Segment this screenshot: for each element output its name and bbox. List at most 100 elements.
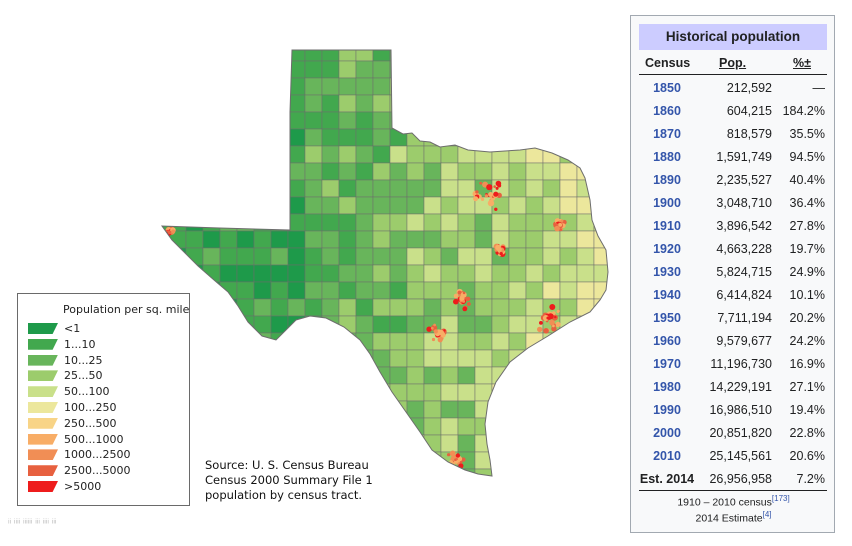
county-cell [542,332,561,351]
county-cell [457,264,476,283]
county-cell [406,434,425,453]
county-cell [185,196,204,215]
county-cell [593,162,608,181]
census-year-link[interactable]: 1950 [653,311,681,325]
county-cell [355,281,374,300]
county-cell [355,94,374,113]
county-cell [162,77,170,96]
county-cell [355,145,374,164]
county-cell [593,179,608,198]
census-year-link[interactable]: 1970 [653,357,681,371]
population-row: 1850 212,592 — [631,77,836,100]
column-header-percent-change: %± [793,56,811,70]
county-cell [508,332,527,351]
census-year-link[interactable]: 1900 [653,196,681,210]
county-cell [162,196,170,215]
county-cell [236,332,255,351]
county-cell [338,213,357,232]
county-cell [355,315,374,334]
footnote-estimate-ref-link[interactable]: [4] [762,510,772,519]
footnote-census-ref-link[interactable]: [173] [771,494,790,503]
census-year-link[interactable]: 1920 [653,242,681,256]
county-cell [270,50,289,62]
census-year-link[interactable]: 1990 [653,403,681,417]
county-cell [594,486,611,503]
county-cell [423,179,442,198]
population-row: 1990 16,986,510 19.4% [631,399,836,422]
census-year-link[interactable]: 1860 [653,104,681,118]
census-year-link[interactable]: 1930 [653,265,681,279]
county-cell [270,213,289,232]
census-year-link[interactable]: 2000 [653,426,681,440]
county-cell [474,50,493,62]
county-cell [593,111,608,130]
census-source-footnote: 1910 – 2010 census[173] [631,494,836,509]
county-cell [525,281,544,300]
county-cell [338,349,357,368]
county-cell [593,383,608,402]
county-cell [162,162,170,181]
infobox-title: Historical population [639,24,827,50]
population-value: 2,235,527 [716,173,772,187]
county-cell [611,231,620,248]
county-cell [423,213,442,232]
county-cell [525,434,544,453]
county-cell [304,315,323,334]
county-cell [593,434,608,453]
county-cell [202,162,221,181]
urban-density-mark [495,186,499,190]
county-cell [321,162,340,181]
county-cell [168,264,187,283]
county-cell [270,145,289,164]
population-value: 16,986,510 [709,403,772,417]
county-cell [270,332,289,351]
county-cell [406,77,425,96]
census-year-link[interactable]: 1850 [653,81,681,95]
county-cell [474,94,493,113]
county-cell [219,315,238,334]
census-year-link[interactable]: 1870 [653,127,681,141]
census-year-link[interactable]: 2010 [653,449,681,463]
county-cell [287,281,306,300]
census-year-link[interactable]: 1890 [653,173,681,187]
county-cell [219,50,238,62]
census-year-link[interactable]: 1980 [653,380,681,394]
county-cell [474,298,493,317]
county-cell [474,77,493,96]
urban-density-mark [433,323,436,327]
county-cell [355,349,374,368]
county-cell [611,197,620,214]
county-cell [219,162,238,181]
county-cell [253,247,272,266]
county-cell [560,486,577,503]
county-cell [593,400,608,419]
census-year-link[interactable]: 1960 [653,334,681,348]
legend-title: Population per sq. mile [63,303,190,316]
county-cell [389,50,408,62]
county-cell [457,94,476,113]
census-year-link[interactable]: 1880 [653,150,681,164]
county-cell [355,383,374,402]
census-year-link[interactable]: 1910 [653,219,681,233]
county-cell [219,196,238,215]
county-cell [457,230,476,249]
county-cell [440,468,459,476]
county-cell [423,230,442,249]
county-cell [440,50,459,62]
census-year-link[interactable]: 1940 [653,288,681,302]
county-cell [474,264,493,283]
legend-label: 2500...5000 [64,464,131,478]
county-cell [202,366,221,385]
county-cell [253,230,272,249]
percent-change-value: 35.5% [789,127,825,141]
county-cell [475,486,492,503]
population-row: 1930 5,824,715 24.9% [631,261,836,284]
county-cell [219,400,238,419]
county-cell [576,77,595,96]
county-cell [559,417,578,436]
county-cell [576,434,595,453]
county-cell [389,60,408,79]
county-cell [287,400,306,419]
column-header-census: Census [645,56,691,70]
county-cell [474,281,493,300]
